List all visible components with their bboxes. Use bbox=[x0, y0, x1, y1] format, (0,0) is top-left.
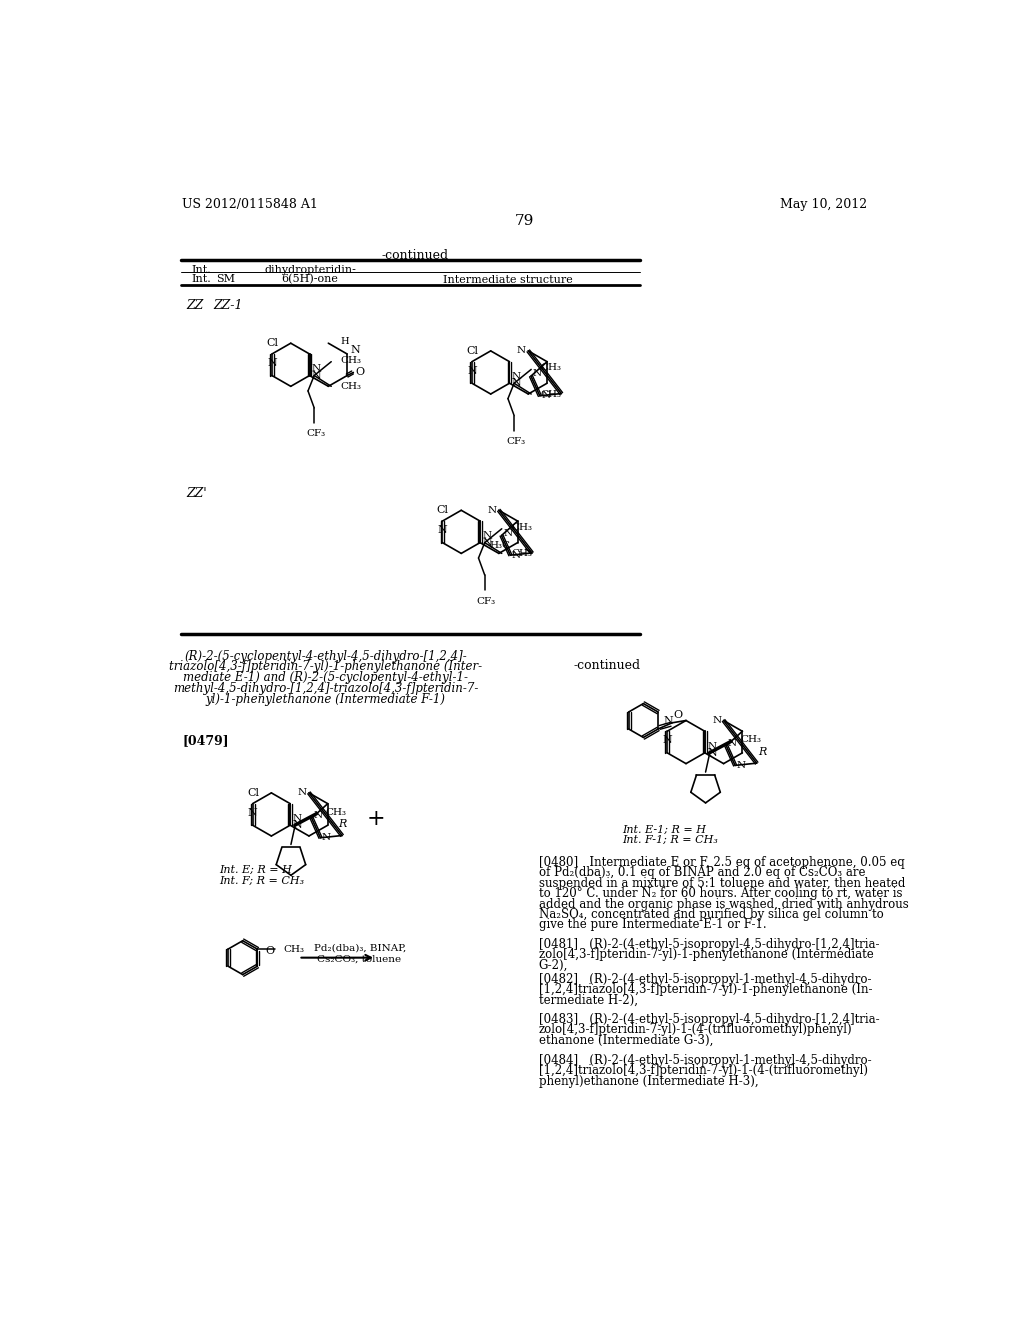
Text: N: N bbox=[267, 358, 276, 368]
Text: [0480]   Intermediate E or F, 2.5 eq of acetophenone, 0.05 eq: [0480] Intermediate E or F, 2.5 eq of ac… bbox=[539, 855, 904, 869]
Text: Cl: Cl bbox=[437, 506, 449, 515]
Text: N: N bbox=[437, 525, 447, 535]
Text: N: N bbox=[542, 391, 551, 400]
Text: 6(5H)-one: 6(5H)-one bbox=[282, 275, 339, 284]
Text: ZZ-1: ZZ-1 bbox=[213, 298, 243, 312]
Text: [1,2,4]triazolo[4,3-f]pteridin-7-yl)-1-phenylethanone (In-: [1,2,4]triazolo[4,3-f]pteridin-7-yl)-1-p… bbox=[539, 983, 872, 997]
Text: N: N bbox=[736, 760, 745, 770]
Text: [0482]   (R)-2-(4-ethyl-5-isopropyl-1-methyl-4,5-dihydro-: [0482] (R)-2-(4-ethyl-5-isopropyl-1-meth… bbox=[539, 973, 871, 986]
Text: Int. F-1; R = CH₃: Int. F-1; R = CH₃ bbox=[623, 836, 718, 845]
Text: yl)-1-phenylethanone (Intermediate F-1): yl)-1-phenylethanone (Intermediate F-1) bbox=[206, 693, 445, 706]
Text: N: N bbox=[708, 748, 717, 758]
Text: mediate E-1) and (R)-2-(5-cyclopentyl-4-ethyl-1-: mediate E-1) and (R)-2-(5-cyclopentyl-4-… bbox=[183, 671, 468, 684]
Text: N: N bbox=[298, 788, 306, 797]
Text: N: N bbox=[512, 372, 521, 381]
Text: Int. E-1; R = H: Int. E-1; R = H bbox=[623, 825, 707, 834]
Text: N: N bbox=[503, 529, 512, 537]
Text: Pd₂(dba)₃, BINAP,: Pd₂(dba)₃, BINAP, bbox=[314, 944, 407, 953]
Text: N: N bbox=[467, 366, 477, 375]
Text: N: N bbox=[708, 742, 716, 751]
Text: termediate H-2),: termediate H-2), bbox=[539, 994, 638, 1007]
Text: Int. E; R = H: Int. E; R = H bbox=[219, 866, 292, 875]
Text: [0479]: [0479] bbox=[182, 734, 229, 747]
Text: to 120° C. under N₂ for 60 hours. After cooling to rt, water is: to 120° C. under N₂ for 60 hours. After … bbox=[539, 887, 902, 900]
Text: 79: 79 bbox=[515, 214, 535, 228]
Text: N: N bbox=[532, 370, 542, 379]
Text: CH₃: CH₃ bbox=[511, 549, 532, 558]
Text: US 2012/0115848 A1: US 2012/0115848 A1 bbox=[182, 198, 318, 211]
Text: N: N bbox=[322, 833, 331, 842]
Text: O: O bbox=[265, 945, 274, 956]
Text: CF₃: CF₃ bbox=[306, 429, 326, 438]
Text: H: H bbox=[341, 338, 349, 346]
Text: Intermediate structure: Intermediate structure bbox=[442, 276, 572, 285]
Text: N: N bbox=[312, 371, 322, 380]
Text: methyl-4,5-dihydro-[1,2,4]-triazolo[4,3-f]pteridin-7-: methyl-4,5-dihydro-[1,2,4]-triazolo[4,3-… bbox=[173, 682, 478, 696]
Text: CH₃: CH₃ bbox=[341, 381, 361, 391]
Text: CH₃: CH₃ bbox=[541, 389, 561, 399]
Text: [0481]   (R)-2-(4-ethyl-5-isopropyl-4,5-dihydro-[1,2,4]tria-: [0481] (R)-2-(4-ethyl-5-isopropyl-4,5-di… bbox=[539, 937, 880, 950]
Text: SM: SM bbox=[216, 275, 236, 284]
Text: N: N bbox=[663, 735, 672, 744]
Text: N: N bbox=[293, 814, 302, 822]
Text: zolo[4,3-f]pteridin-7-yl)-1-phenylethanone (Intermediate: zolo[4,3-f]pteridin-7-yl)-1-phenylethano… bbox=[539, 948, 873, 961]
Text: N: N bbox=[482, 532, 492, 540]
Text: CH₃: CH₃ bbox=[740, 735, 762, 744]
Text: dihydropteridin-: dihydropteridin- bbox=[264, 264, 356, 275]
Text: H₃C: H₃C bbox=[489, 541, 510, 549]
Text: CH₃: CH₃ bbox=[284, 945, 305, 953]
Text: N: N bbox=[248, 808, 257, 817]
Text: N: N bbox=[313, 812, 323, 820]
Text: CH₃: CH₃ bbox=[511, 523, 532, 532]
Text: May 10, 2012: May 10, 2012 bbox=[780, 198, 867, 211]
Text: (R)-2-(5-cyclopentyl-4-ethyl-4,5-dihydro-[1,2,4]-: (R)-2-(5-cyclopentyl-4-ethyl-4,5-dihydro… bbox=[184, 649, 467, 663]
Text: N: N bbox=[350, 345, 360, 355]
Text: suspended in a mixture of 5:1 toluene and water, then heated: suspended in a mixture of 5:1 toluene an… bbox=[539, 876, 905, 890]
Text: zolo[4,3-f]pteridin-7-yl)-1-(4-(trifluoromethyl)phenyl): zolo[4,3-f]pteridin-7-yl)-1-(4-(trifluor… bbox=[539, 1023, 852, 1036]
Text: Int.: Int. bbox=[191, 264, 211, 275]
Text: -continued: -continued bbox=[573, 659, 641, 672]
Text: ethanone (Intermediate G-3),: ethanone (Intermediate G-3), bbox=[539, 1034, 713, 1047]
Text: O: O bbox=[355, 367, 364, 376]
Text: Int.: Int. bbox=[191, 275, 211, 284]
Text: triazolo[4,3-f]pteridin-7-yl)-1-phenylethanone (Inter-: triazolo[4,3-f]pteridin-7-yl)-1-phenylet… bbox=[169, 660, 482, 673]
Text: added and the organic phase is washed, dried with anhydrous: added and the organic phase is washed, d… bbox=[539, 898, 908, 911]
Text: R: R bbox=[338, 820, 346, 829]
Text: N: N bbox=[712, 715, 721, 725]
Text: ZZ': ZZ' bbox=[186, 487, 207, 500]
Text: N: N bbox=[728, 739, 737, 748]
Text: N: N bbox=[517, 346, 526, 355]
Text: [0484]   (R)-2-(4-ethyl-5-isopropyl-1-methyl-4,5-dihydro-: [0484] (R)-2-(4-ethyl-5-isopropyl-1-meth… bbox=[539, 1053, 871, 1067]
Text: N: N bbox=[664, 715, 674, 726]
Text: Cl: Cl bbox=[466, 346, 478, 356]
Text: N: N bbox=[512, 379, 521, 388]
Text: CH₃: CH₃ bbox=[341, 355, 361, 364]
Text: give the pure Intermediate E-1 or F-1.: give the pure Intermediate E-1 or F-1. bbox=[539, 919, 766, 932]
Text: Na₂SO₄, concentrated and purified by silica gel column to: Na₂SO₄, concentrated and purified by sil… bbox=[539, 908, 884, 921]
Text: Int. F; R = CH₃: Int. F; R = CH₃ bbox=[219, 876, 304, 886]
Text: CH₃: CH₃ bbox=[326, 808, 347, 817]
Text: -continued: -continued bbox=[381, 249, 449, 263]
Text: [0483]   (R)-2-(4-ethyl-5-isopropyl-4,5-dihydro-[1,2,4]tria-: [0483] (R)-2-(4-ethyl-5-isopropyl-4,5-di… bbox=[539, 1014, 880, 1026]
Text: N: N bbox=[293, 820, 302, 830]
Text: N: N bbox=[312, 364, 321, 374]
Text: [1,2,4]triazolo[4,3-f]pteridin-7-yl)-1-(4-(trifluoromethyl): [1,2,4]triazolo[4,3-f]pteridin-7-yl)-1-(… bbox=[539, 1064, 867, 1077]
Text: G-2),: G-2), bbox=[539, 958, 568, 972]
Text: N: N bbox=[487, 506, 497, 515]
Text: CH₃: CH₃ bbox=[541, 363, 561, 372]
Text: CF₃: CF₃ bbox=[506, 437, 525, 446]
Text: of Pd₂(dba)₃, 0.1 eq of BINAP and 2.0 eq of Cs₂CO₃ are: of Pd₂(dba)₃, 0.1 eq of BINAP and 2.0 eq… bbox=[539, 866, 865, 879]
Text: N: N bbox=[512, 550, 521, 560]
Text: O: O bbox=[674, 710, 683, 721]
Text: CF₃: CF₃ bbox=[477, 597, 496, 606]
Text: Cl: Cl bbox=[266, 338, 279, 348]
Text: Cs₂CO₃, toluene: Cs₂CO₃, toluene bbox=[317, 954, 401, 964]
Text: ZZ: ZZ bbox=[186, 298, 204, 312]
Text: phenyl)ethanone (Intermediate H-3),: phenyl)ethanone (Intermediate H-3), bbox=[539, 1074, 759, 1088]
Text: N: N bbox=[482, 537, 493, 548]
Text: Cl: Cl bbox=[247, 788, 259, 797]
Text: +: + bbox=[367, 808, 385, 830]
Text: R: R bbox=[758, 747, 767, 756]
